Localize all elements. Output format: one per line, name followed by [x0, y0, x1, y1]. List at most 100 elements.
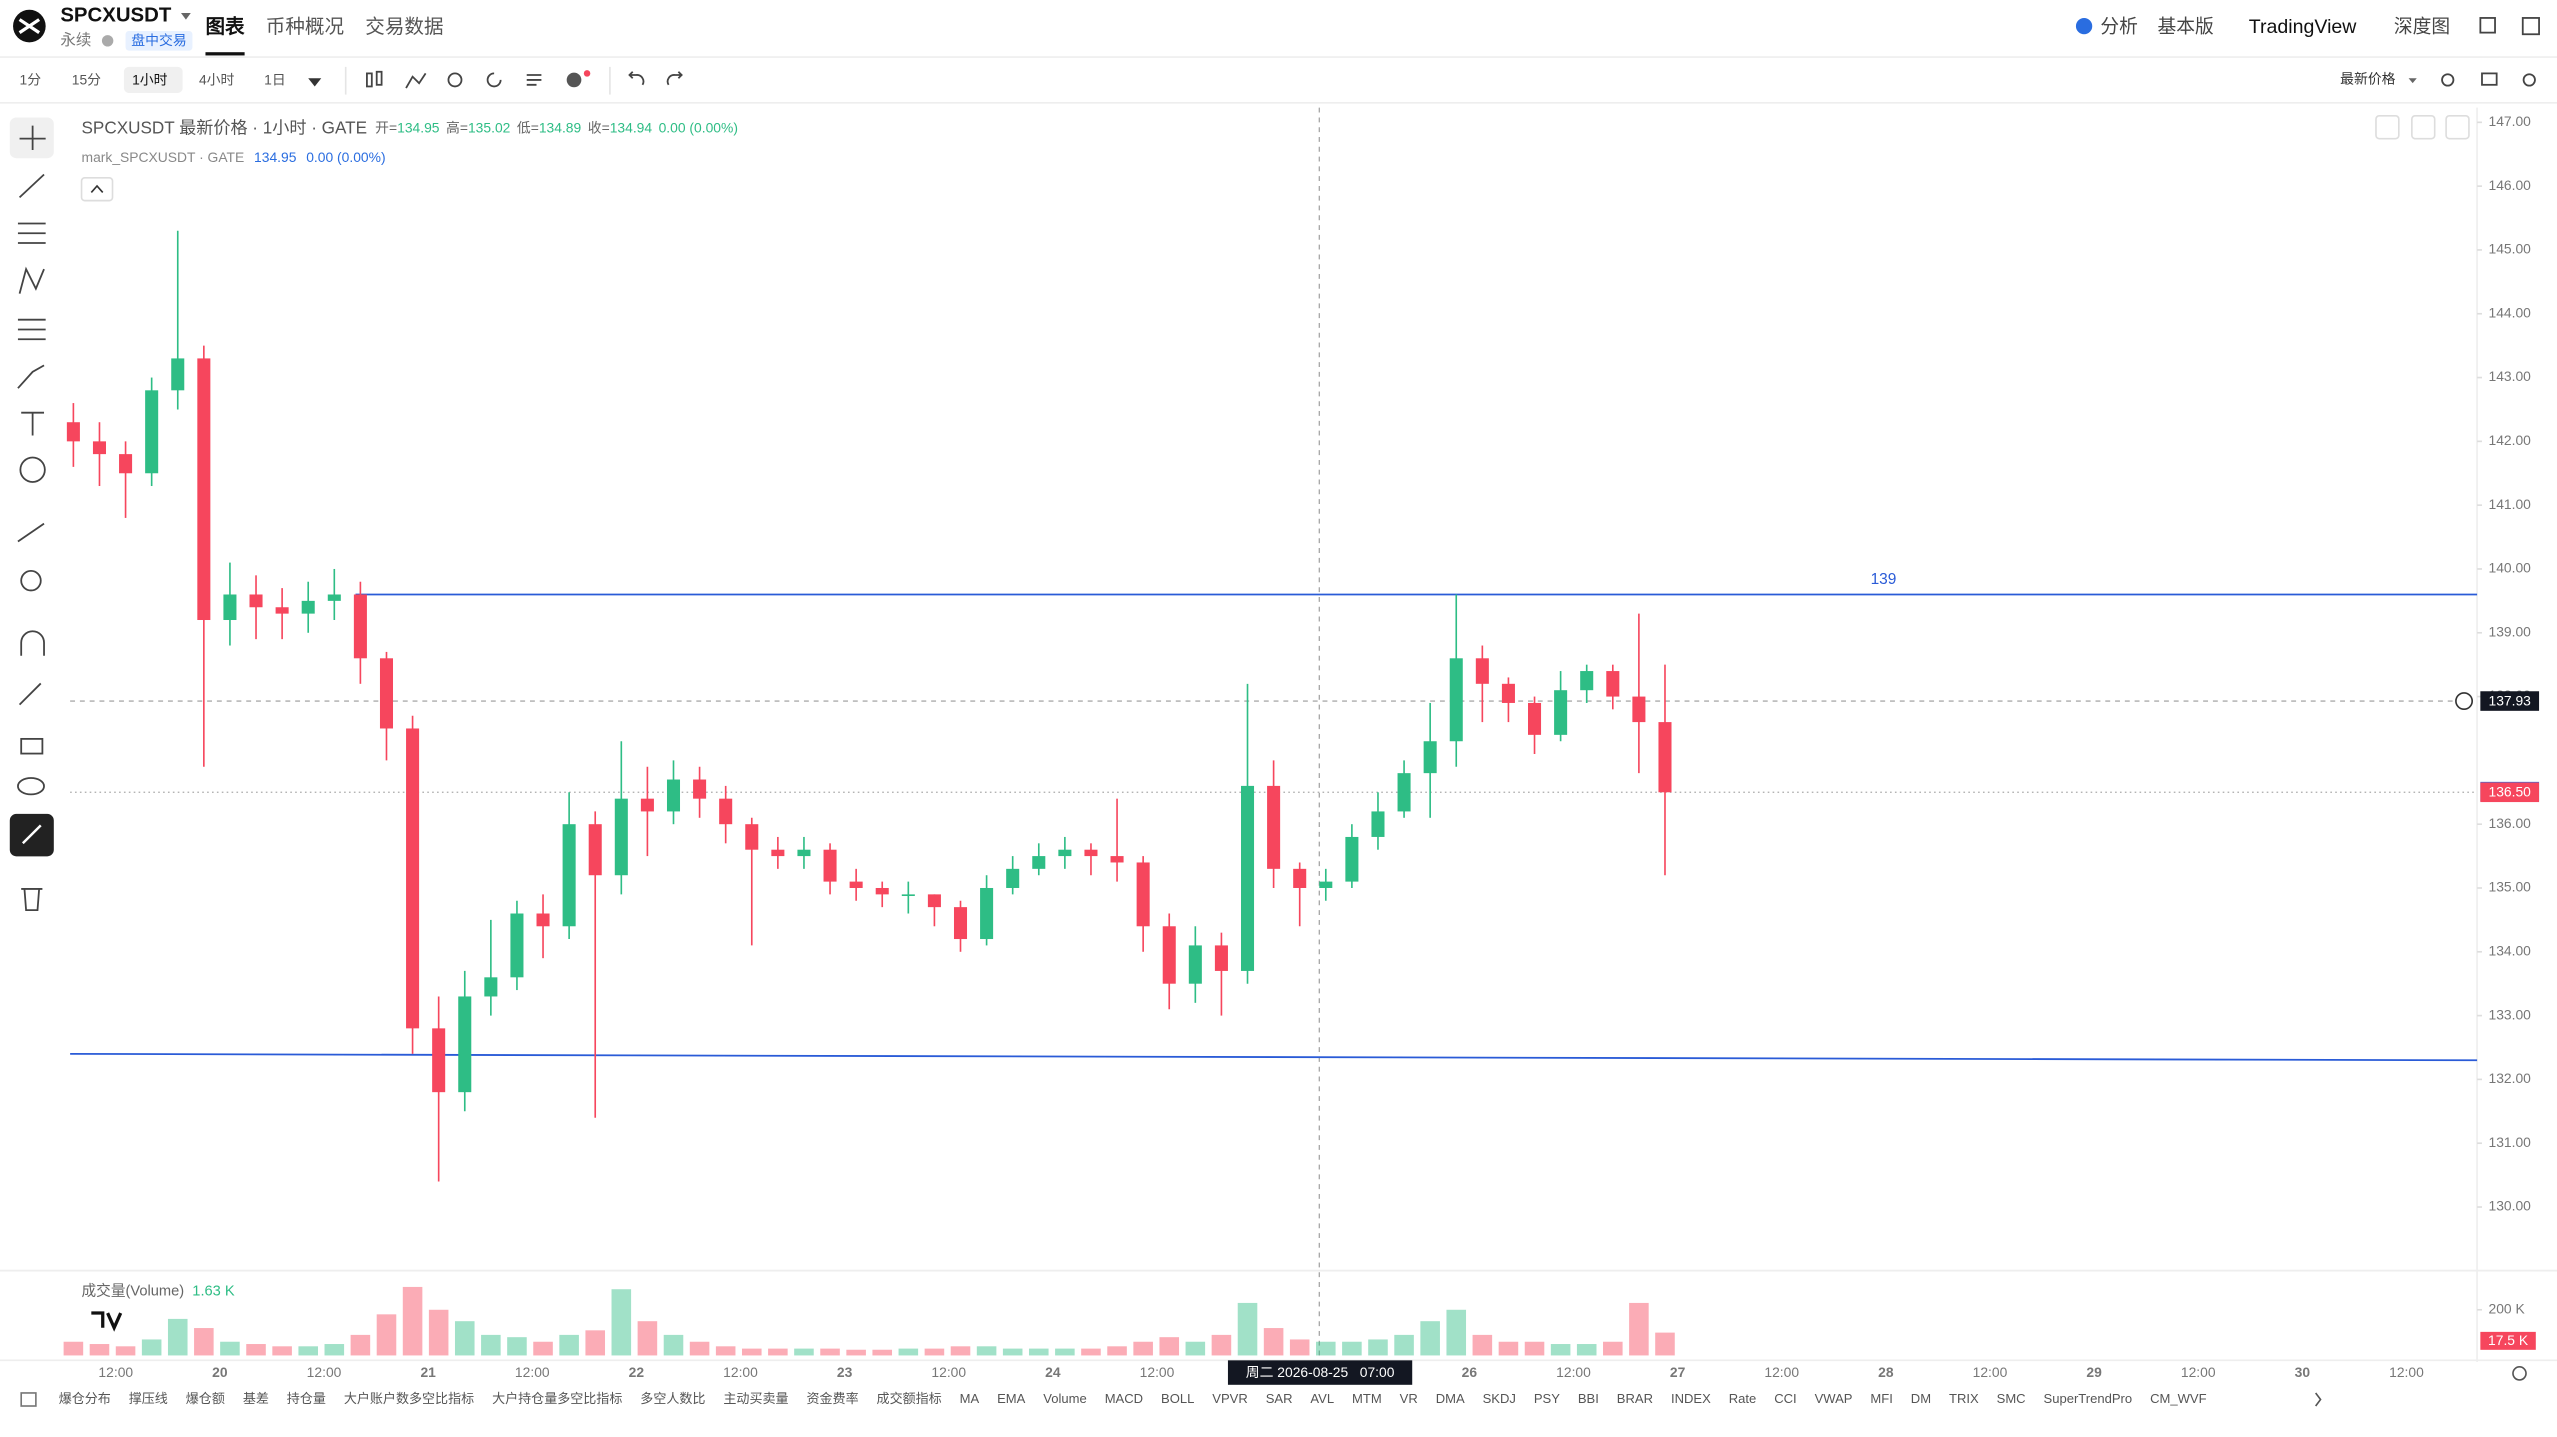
- indicator[interactable]: 爆仓额: [186, 1391, 225, 1406]
- redo-icon[interactable]: [666, 71, 683, 86]
- search-icon[interactable]: [2441, 73, 2455, 87]
- indicator[interactable]: CCI: [1774, 1391, 1796, 1406]
- settings-bottom[interactable]: [2512, 1366, 2527, 1381]
- window-icon[interactable]: [2521, 17, 2540, 36]
- indicator[interactable]: 多空人数比: [640, 1391, 705, 1406]
- emoji-tool[interactable]: [19, 456, 46, 483]
- interval[interactable]: 15分: [72, 71, 101, 87]
- indicator-icon[interactable]: [20, 1392, 37, 1407]
- fib-tool[interactable]: [17, 318, 46, 341]
- chart-control[interactable]: [2445, 114, 2470, 140]
- replay-icon[interactable]: [486, 72, 502, 88]
- indicator[interactable]: Volume: [1043, 1391, 1086, 1406]
- indicator-more[interactable]: [2314, 1392, 2322, 1407]
- interval[interactable]: 1分: [20, 71, 42, 87]
- candles-icon[interactable]: [366, 72, 373, 88]
- channel-tool[interactable]: [17, 222, 46, 244]
- indicator[interactable]: MA: [960, 1391, 980, 1406]
- menu-item[interactable]: 基本版: [2157, 16, 2213, 37]
- settings-icon[interactable]: [2522, 73, 2536, 87]
- fullscreen-icon[interactable]: [2479, 17, 2496, 34]
- interval[interactable]: 1小时: [132, 71, 168, 87]
- legend-mark: 134.95: [254, 149, 297, 165]
- brush-tool[interactable]: [17, 364, 45, 389]
- menu-item[interactable]: 分析: [2100, 16, 2137, 37]
- plugin-icon[interactable]: [566, 72, 582, 88]
- indicator[interactable]: AVL: [1310, 1391, 1334, 1406]
- interval-caret[interactable]: [308, 78, 322, 87]
- indicator[interactable]: 撑压线: [129, 1391, 168, 1406]
- indicator[interactable]: 大户账户数多空比指标: [344, 1391, 474, 1406]
- chart-control[interactable]: [2411, 114, 2436, 140]
- ruler-tool[interactable]: [17, 522, 45, 543]
- candle-body: [353, 594, 367, 659]
- indicator[interactable]: SKDJ: [1483, 1391, 1516, 1406]
- analysis-icon[interactable]: [2075, 17, 2093, 35]
- x-tick-label: 12:00: [1556, 1364, 1591, 1380]
- alert-icon[interactable]: [447, 72, 463, 88]
- indicator[interactable]: BRAR: [1617, 1391, 1653, 1406]
- indicator[interactable]: MTM: [1352, 1391, 1382, 1406]
- menu-item[interactable]: TradingView: [2249, 16, 2358, 38]
- indicator[interactable]: MACD: [1105, 1391, 1143, 1406]
- legend-collapse-icon[interactable]: [90, 184, 104, 194]
- price-type[interactable]: 最新价格: [2340, 71, 2396, 87]
- indicator[interactable]: SuperTrendPro: [2044, 1391, 2133, 1406]
- indicator-icon[interactable]: [405, 72, 427, 89]
- indicator[interactable]: 成交额指标: [877, 1391, 942, 1406]
- price-type-caret[interactable]: [2408, 78, 2417, 84]
- magnet-tool[interactable]: [20, 630, 45, 656]
- indicator[interactable]: BBI: [1578, 1391, 1599, 1406]
- symbol[interactable]: SPCXUSDT: [60, 5, 171, 27]
- menu-item[interactable]: 深度图: [2394, 16, 2450, 37]
- indicator[interactable]: SAR: [1266, 1391, 1293, 1406]
- indicator[interactable]: CM_WVF: [2150, 1391, 2206, 1406]
- candle-body: [1606, 671, 1620, 697]
- chart-control[interactable]: [2375, 114, 2400, 140]
- lock-tool[interactable]: [20, 737, 44, 755]
- link-tool[interactable]: [21, 824, 42, 845]
- volume-bar: [1420, 1321, 1440, 1356]
- indicator[interactable]: TRIX: [1949, 1391, 1979, 1406]
- indicator[interactable]: VPVR: [1212, 1391, 1247, 1406]
- indicator[interactable]: 爆仓分布: [59, 1391, 111, 1406]
- crosshair-plus[interactable]: [2455, 692, 2474, 711]
- tab[interactable]: 交易数据: [365, 16, 443, 38]
- indicator[interactable]: DMA: [1436, 1391, 1465, 1406]
- indicator[interactable]: Rate: [1729, 1391, 1757, 1406]
- indicator[interactable]: BOLL: [1161, 1391, 1194, 1406]
- indicator[interactable]: INDEX: [1671, 1391, 1711, 1406]
- tab[interactable]: 图表: [205, 15, 245, 38]
- camera-icon[interactable]: [2481, 72, 2498, 86]
- interval[interactable]: 1日: [264, 71, 286, 87]
- indicator[interactable]: 大户持仓量多空比指标: [492, 1391, 622, 1406]
- indicator[interactable]: 资金费率: [806, 1391, 858, 1406]
- template-icon[interactable]: [526, 74, 542, 86]
- indicator[interactable]: 基差: [243, 1391, 269, 1406]
- hide-tool[interactable]: [17, 777, 45, 796]
- text-tool[interactable]: [21, 411, 45, 436]
- indicator[interactable]: SMC: [1997, 1391, 2026, 1406]
- indicator[interactable]: EMA: [997, 1391, 1026, 1406]
- indicator[interactable]: DM: [1911, 1391, 1931, 1406]
- indicator[interactable]: MFI: [1870, 1391, 1892, 1406]
- volume-tick-label: 200 K: [2489, 1300, 2526, 1316]
- indicator[interactable]: 主动买卖量: [723, 1391, 788, 1406]
- indicator[interactable]: VR: [1400, 1391, 1418, 1406]
- indicator[interactable]: PSY: [1534, 1391, 1560, 1406]
- indicator[interactable]: VWAP: [1815, 1391, 1853, 1406]
- symbol-caret[interactable]: [181, 13, 191, 20]
- pattern-tool[interactable]: [18, 266, 45, 294]
- indicator[interactable]: 持仓量: [287, 1391, 326, 1406]
- crosshair-tool[interactable]: [19, 125, 46, 151]
- zoom-tool[interactable]: [20, 569, 42, 592]
- volume-bar: [1185, 1341, 1206, 1356]
- info-icon[interactable]: [101, 35, 114, 47]
- trash-tool[interactable]: [21, 888, 43, 912]
- pen-lock-tool[interactable]: [18, 682, 42, 706]
- line-tool[interactable]: [18, 173, 45, 199]
- interval[interactable]: 4小时: [199, 71, 235, 87]
- tab[interactable]: 币种概况: [266, 16, 344, 38]
- legend-collapse[interactable]: [80, 176, 114, 202]
- undo-icon[interactable]: [628, 71, 645, 86]
